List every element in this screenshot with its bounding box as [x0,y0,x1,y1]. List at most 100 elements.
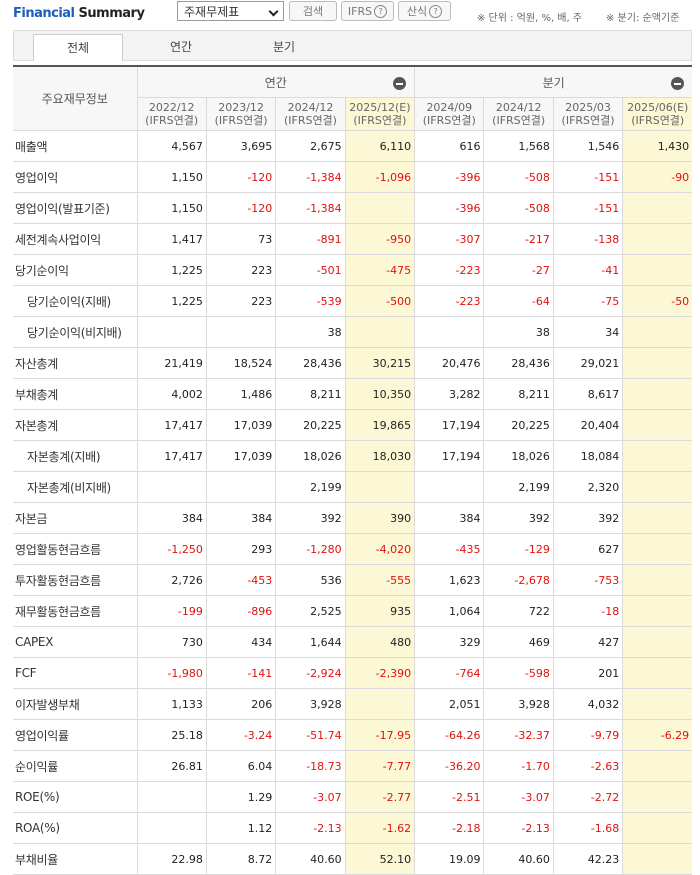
table-row: 영업이익(발표기준) 1,150 -120 -1,384 -396 -508 -151 [13,192,693,224]
row-label: 자본금 [13,502,138,534]
cell-value: -141 [205,657,277,689]
cell-value: -120 [205,161,277,193]
collapse-icon[interactable] [671,77,685,90]
cell-value: -3.07 [483,781,554,813]
cell-value: 1,150 [136,161,207,193]
cell-value: -64 [483,285,554,317]
table-row: 매출액 4,567 3,695 2,675 6,110 616 1,568 1,546 1,43… [13,130,693,162]
cell-value: -2.18 [414,812,485,844]
cell-value: -3.24 [205,719,277,751]
cell-value: -151 [552,192,624,224]
ifrs-button[interactable]: IFRS? [341,1,394,21]
row-label: 당기순이익 [13,254,138,286]
empty-cell [136,471,207,503]
cell-value: 392 [483,502,554,534]
cell-value: 935 [344,595,416,627]
cell-value: 293 [205,533,277,565]
cell-value: 38 [483,316,554,348]
cell-value: 384 [136,502,207,534]
cell-value: 8.72 [205,843,277,875]
tab[interactable]: 연간 [169,40,193,54]
search-button[interactable]: 검색 [289,1,337,21]
table-row: 부채총계 4,002 1,486 8,211 10,350 3,282 8,211 8,617 [13,378,693,410]
cell-value: 8,211 [275,378,346,410]
cell-value: -501 [275,254,346,286]
cell-value: -41 [552,254,624,286]
column-header: 2024/12 (IFRS연결) [483,97,554,131]
empty-cell [622,409,693,441]
cell-value: -6.29 [622,719,693,751]
cell-value: 427 [552,626,624,658]
cell-value: -3.07 [275,781,346,813]
cell-value: 42.23 [552,843,624,875]
tab[interactable]: 분기 [272,40,296,54]
cell-value: 26.81 [136,750,207,782]
empty-cell [622,347,693,379]
cell-value: -36.20 [414,750,485,782]
cell-value: -64.26 [414,719,485,751]
cell-value: -9.79 [552,719,624,751]
cell-value: 2,726 [136,564,207,596]
table-row: 영업활동현금흐름 -1,250 293 -1,280 -4,020 -435 -129 627 [13,533,693,565]
table-row: ROE(%) 1.29 -3.07 -2.77 -2.51 -3.07 -2.72 [13,781,693,813]
cell-value: 17,039 [205,409,277,441]
cell-value: -138 [552,223,624,255]
empty-cell [622,595,693,627]
cell-value: 627 [552,533,624,565]
help-icon: ? [374,5,388,18]
column-period: 2023/12 [218,101,264,114]
cell-value: 1,644 [275,626,346,658]
empty-cell [622,812,693,844]
cell-value: -396 [414,192,485,224]
column-header: 2025/12(E) (IFRS연결) [344,97,416,131]
column-period: 2025/03 [565,101,611,114]
cell-value: -555 [344,564,416,596]
unit-note: ※ 단위 : 억원, %, 배, 주 [477,13,583,24]
cell-value: -2.77 [344,781,416,813]
cell-value: 18,084 [552,440,624,472]
column-basis: (IFRS연결) [561,114,615,127]
tab-bar: 전체 연간 분기 [13,30,692,61]
cell-value: 1.12 [205,812,277,844]
formula-button[interactable]: 산식? [398,1,451,21]
empty-cell [414,316,485,348]
cell-value: -1,384 [275,161,346,193]
column-basis: (IFRS연결) [283,114,337,127]
cell-value: 384 [205,502,277,534]
cell-value: 3,282 [414,378,485,410]
cell-value: 2,675 [275,130,346,162]
collapse-icon[interactable] [393,77,407,90]
cell-value: -1.68 [552,812,624,844]
row-label: ROE(%) [13,781,138,813]
cell-value: 6,110 [344,130,416,162]
empty-cell [622,502,693,534]
row-label: 세전계속사업이익 [13,223,138,255]
statement-select[interactable]: 주재무제표 [177,1,284,21]
row-label: 영업이익 [13,161,138,193]
tab[interactable]: 전체 [33,34,123,61]
column-header: 2022/12 (IFRS연결) [137,97,207,131]
cell-value: 18,026 [483,440,554,472]
cell-value: 8,211 [483,378,554,410]
empty-cell [344,316,416,348]
cell-value: -223 [414,285,485,317]
cell-value: 52.10 [344,843,416,875]
cell-value: -4,020 [344,533,416,565]
table-row: CAPEX 730 434 1,644 480 329 469 427 [13,626,693,658]
cell-value: 434 [205,626,277,658]
column-header: 2025/06(E) (IFRS연결) [622,97,693,131]
table-row: 영업이익 1,150 -120 -1,384 -1,096 -396 -508 -151 -90 [13,161,693,193]
cell-value: 3,695 [205,130,277,162]
cell-value: -453 [205,564,277,596]
cell-value: 1,486 [205,378,277,410]
table-row: 당기순이익(비지배) 38 38 34 [13,316,693,348]
column-period: 2025/06(E) [627,101,689,114]
table-row: 자본총계(비지배) 2,199 2,199 2,320 [13,471,693,503]
cell-value: 1,225 [136,254,207,286]
cell-value: 20,225 [275,409,346,441]
cell-value: -891 [275,223,346,255]
row-label: 부채비율 [13,843,138,875]
column-header: 2024/12 (IFRS연결) [275,97,346,131]
table-row: 자산총계 21,419 18,524 28,436 30,215 20,476 28,436… [13,347,693,379]
empty-cell [622,378,693,410]
